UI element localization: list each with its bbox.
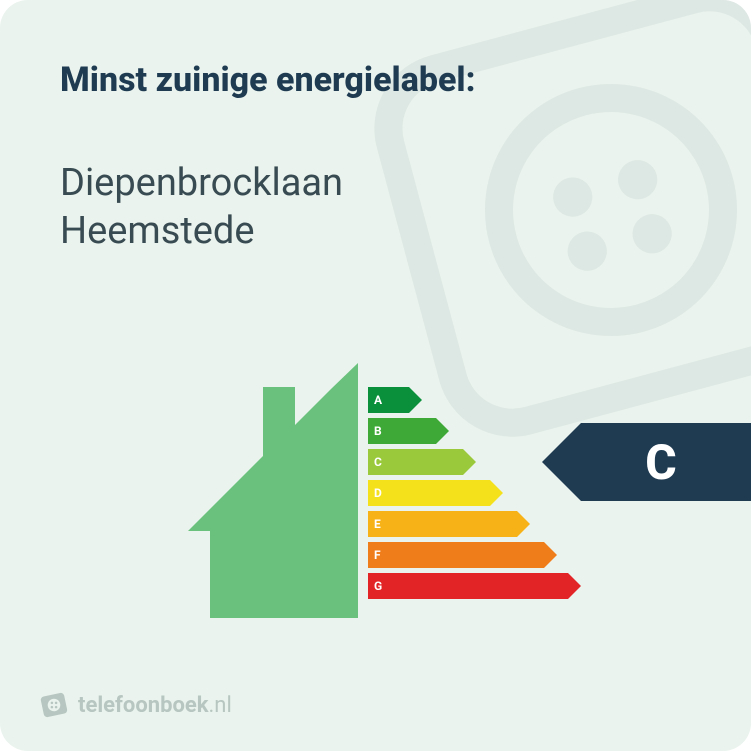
bar-label: F <box>374 548 381 562</box>
bar-row-f: F <box>368 542 568 568</box>
card-title: Minst zuinige energielabel: <box>60 60 691 100</box>
content: Minst zuinige energielabel: Diepenbrockl… <box>0 0 751 255</box>
brand-tld: .nl <box>209 693 232 718</box>
energy-chart: A B C D E F G C <box>0 355 751 635</box>
bar-label: D <box>374 486 382 500</box>
bar-row-e: E <box>368 511 568 537</box>
bar-f: F <box>368 542 544 568</box>
energy-bars: A B C D E F G <box>368 387 568 599</box>
bar-c: C <box>368 449 463 475</box>
brand-name: telefoonboek <box>78 693 209 718</box>
bar-row-b: B <box>368 418 568 444</box>
brand-icon <box>40 691 68 719</box>
bar-e: E <box>368 511 517 537</box>
address: Diepenbrocklaan Heemstede <box>60 160 691 255</box>
bar-row-c: C <box>368 449 568 475</box>
bar-label: E <box>374 517 381 531</box>
bar-label: A <box>374 393 382 407</box>
address-line1: Diepenbrocklaan <box>60 161 343 205</box>
bar-a: A <box>368 387 409 413</box>
footer-brand: telefoonboek.nl <box>40 691 232 719</box>
bar-g: G <box>368 573 568 599</box>
energy-label-card: Minst zuinige energielabel: Diepenbrockl… <box>0 0 751 751</box>
bar-d: D <box>368 480 490 506</box>
bar-label: G <box>374 579 382 593</box>
bar-label: B <box>374 424 382 438</box>
rating-indicator: C <box>581 423 751 501</box>
brand-text: telefoonboek.nl <box>78 693 232 718</box>
house-icon <box>168 363 358 618</box>
address-line2: Heemstede <box>60 209 255 253</box>
bar-b: B <box>368 418 436 444</box>
rating-letter: C <box>645 434 676 491</box>
bar-label: C <box>374 455 382 469</box>
bar-row-d: D <box>368 480 568 506</box>
bar-row-g: G <box>368 573 568 599</box>
bar-row-a: A <box>368 387 568 413</box>
